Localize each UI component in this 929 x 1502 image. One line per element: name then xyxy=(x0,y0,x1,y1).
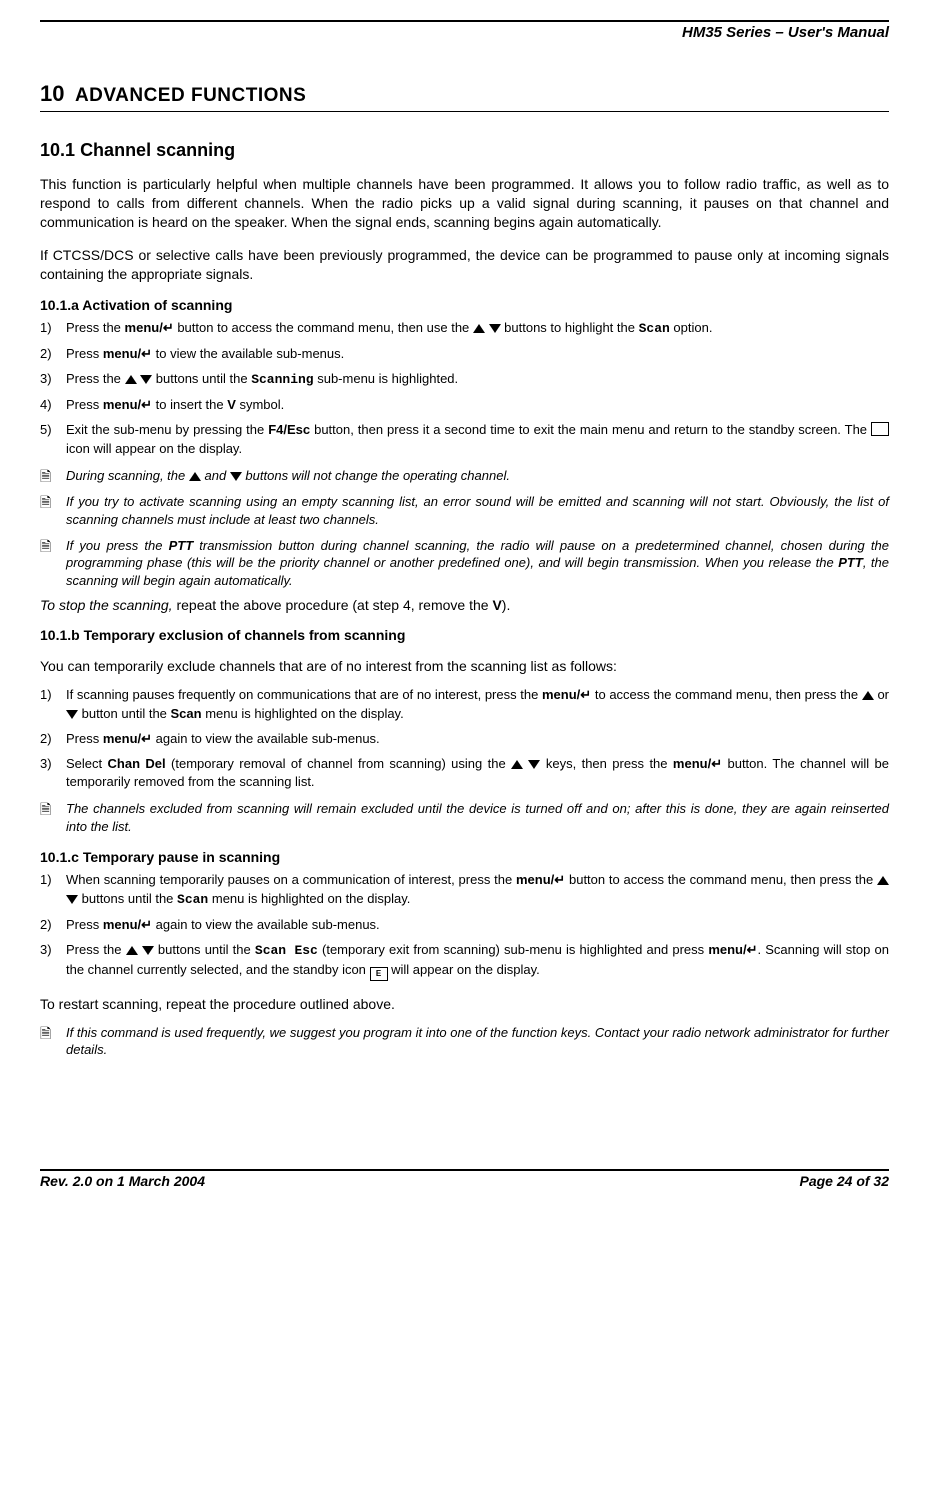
note-icon: 🗎 xyxy=(40,800,66,835)
scanesc-label: Scan Esc xyxy=(255,943,318,958)
section-number: 10.1 xyxy=(40,140,75,160)
step-item: Press menu/↵ again to view the available… xyxy=(40,916,889,935)
note-icon: 🗎 xyxy=(40,1024,66,1059)
section-title: Channel scanning xyxy=(80,140,235,160)
menu-label: menu/↵ xyxy=(542,687,591,702)
steps-list: If scanning pauses frequently on communi… xyxy=(40,686,889,792)
step-item: Press menu/↵ again to view the available… xyxy=(40,730,889,749)
note: 🗎 If you press the PTT transmission butt… xyxy=(40,537,889,590)
step-item: Press menu/↵ to view the available sub-m… xyxy=(40,345,889,364)
note-icon: 🗎 xyxy=(40,493,66,528)
step-item: When scanning temporarily pauses on a co… xyxy=(40,871,889,910)
scanning-label: Scanning xyxy=(251,372,313,387)
up-icon xyxy=(877,876,889,885)
restart-line: To restart scanning, repeat the procedur… xyxy=(40,995,889,1014)
footer-right: Page 24 of 32 xyxy=(800,1173,890,1189)
ptt-label: PTT xyxy=(169,538,194,553)
note: 🗎 If this command is used frequently, we… xyxy=(40,1024,889,1059)
section-heading: 10.1 Channel scanning xyxy=(40,140,889,161)
step-item: Select Chan Del (temporary removal of ch… xyxy=(40,755,889,793)
down-icon xyxy=(489,324,501,333)
steps-list: When scanning temporarily pauses on a co… xyxy=(40,871,889,980)
up-icon xyxy=(189,472,201,481)
chapter-heading: 10 ADVANCED FUNCTIONS xyxy=(40,81,889,107)
down-icon xyxy=(142,946,154,955)
subsection-heading: 10.1.c Temporary pause in scanning xyxy=(40,849,889,865)
chapter-title: ADVANCED FUNCTIONS xyxy=(75,85,306,106)
menu-label: menu/↵ xyxy=(103,917,152,932)
f4esc-label: F4/Esc xyxy=(268,422,310,437)
subsection-heading: 10.1.b Temporary exclusion of channels f… xyxy=(40,627,889,643)
section-paragraph: This function is particularly helpful wh… xyxy=(40,175,889,232)
menu-label: menu/↵ xyxy=(103,397,152,412)
menu-label: menu/↵ xyxy=(708,942,757,957)
subsection-intro: You can temporarily exclude channels tha… xyxy=(40,657,889,676)
ptt-label: PTT xyxy=(838,555,863,570)
header-rule xyxy=(40,20,889,22)
up-icon xyxy=(862,691,874,700)
note-icon: 🗎 xyxy=(40,467,66,486)
footer-left: Rev. 2.0 on 1 March 2004 xyxy=(40,1173,205,1189)
subsection-heading: 10.1.a Activation of scanning xyxy=(40,297,889,313)
up-icon xyxy=(125,375,137,384)
note-icon: 🗎 xyxy=(40,537,66,590)
section-paragraph: If CTCSS/DCS or selective calls have bee… xyxy=(40,246,889,284)
note: 🗎 During scanning, the and buttons will … xyxy=(40,467,889,486)
step-item: If scanning pauses frequently on communi… xyxy=(40,686,889,724)
menu-label: menu/↵ xyxy=(103,346,152,361)
step-item: Press the menu/↵ button to access the co… xyxy=(40,319,889,339)
up-icon xyxy=(511,760,523,769)
footer: Rev. 2.0 on 1 March 2004 Page 24 of 32 xyxy=(40,1169,889,1189)
step-item: Press the buttons until the Scanning sub… xyxy=(40,370,889,390)
check-icon: V xyxy=(492,597,501,613)
scan-label: Scan xyxy=(177,892,208,907)
step-item: Press the buttons until the Scan Esc (te… xyxy=(40,941,889,981)
chapter-underline xyxy=(40,111,889,112)
display-icon xyxy=(871,422,889,436)
standby-icon: E xyxy=(370,967,388,981)
menu-label: menu/↵ xyxy=(103,731,152,746)
step-item: Press menu/↵ to insert the V symbol. xyxy=(40,396,889,415)
down-icon xyxy=(66,895,78,904)
scan-label: Scan xyxy=(639,321,670,336)
steps-list: Press the menu/↵ button to access the co… xyxy=(40,319,889,458)
up-icon xyxy=(126,946,138,955)
down-icon xyxy=(230,472,242,481)
check-icon: V xyxy=(227,397,236,412)
header-title: HM35 Series – User's Manual xyxy=(40,24,889,41)
note: 🗎 If you try to activate scanning using … xyxy=(40,493,889,528)
menu-label: menu/↵ xyxy=(516,872,565,887)
page: HM35 Series – User's Manual 10 ADVANCED … xyxy=(0,0,929,1199)
down-icon xyxy=(140,375,152,384)
menu-label: menu/↵ xyxy=(673,756,722,771)
stop-scanning-line: To stop the scanning, repeat the above p… xyxy=(40,597,889,613)
up-icon xyxy=(473,324,485,333)
menu-label: menu/↵ xyxy=(125,320,174,335)
chapter-number: 10 xyxy=(40,81,64,107)
down-icon xyxy=(66,710,78,719)
chandel-label: Chan Del xyxy=(108,756,166,771)
scan-label: Scan xyxy=(171,706,202,721)
step-item: Exit the sub-menu by pressing the F4/Esc… xyxy=(40,421,889,459)
down-icon xyxy=(528,760,540,769)
note: 🗎 The channels excluded from scanning wi… xyxy=(40,800,889,835)
